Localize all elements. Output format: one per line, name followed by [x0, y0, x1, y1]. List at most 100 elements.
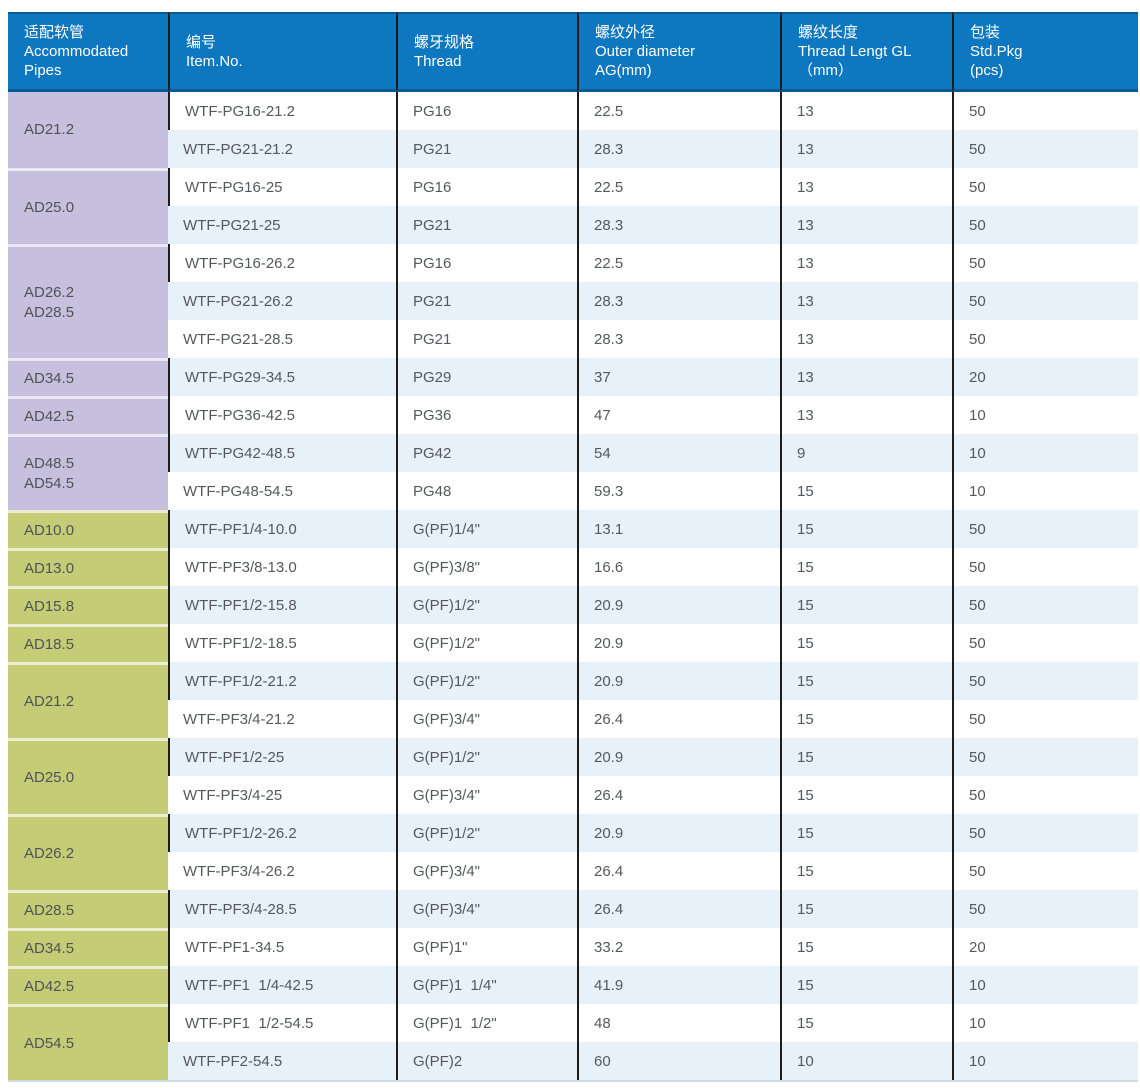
- std-pkg-cell: 10: [952, 472, 1138, 510]
- pipe-group-cell: AD26.2 AD28.5: [8, 244, 168, 358]
- outer-diameter-cell: 20.9: [577, 738, 780, 776]
- table-row: AD28.5 WTF-PF3/4-28.5 G(PF)3/4" 26.4 15 …: [8, 890, 1138, 928]
- pipe-group-cell: AD26.2: [8, 814, 168, 890]
- header-line: Pipes: [24, 62, 62, 79]
- header-line: (pcs): [970, 62, 1004, 79]
- item-no-cell: WTF-PG42-48.5: [168, 434, 396, 472]
- outer-diameter-cell: 20.9: [577, 624, 780, 662]
- thread-cell: G(PF)1 1/2": [396, 1004, 577, 1042]
- pipe-group-cell: AD10.0: [8, 510, 168, 548]
- item-no-cell: WTF-PF3/4-26.2: [183, 862, 295, 880]
- thread-length-cell: 15: [780, 586, 952, 624]
- std-pkg-cell: 20: [952, 358, 1138, 396]
- header-line: （mm）: [798, 62, 853, 79]
- thread-length-cell: 15: [780, 966, 952, 1004]
- std-pkg-cell: 50: [952, 700, 1138, 738]
- header-line: AG(mm): [595, 62, 652, 79]
- pipe-group-cell: AD42.5: [8, 396, 168, 434]
- header-line: Std.Pkg: [970, 43, 1023, 60]
- outer-diameter-cell: 48: [577, 1004, 780, 1042]
- col-header-std-pkg: 包装 Std.Pkg (pcs): [952, 12, 1138, 92]
- std-pkg-cell: 50: [952, 624, 1138, 662]
- pipe-size-label: AD18.5: [24, 635, 75, 653]
- thread-length-cell: 13: [780, 244, 952, 282]
- std-pkg-cell: 20: [952, 928, 1138, 966]
- std-pkg-cell: 50: [952, 92, 1138, 130]
- table-row: WTF-PG21-28.5 PG21 28.3 13 50: [8, 320, 1138, 358]
- table-row: WTF-PG48-54.5 PG48 59.3 15 10: [8, 472, 1138, 510]
- thread-cell: G(PF)3/4": [396, 890, 577, 928]
- std-pkg-cell: 10: [952, 434, 1138, 472]
- outer-diameter-cell: 16.6: [577, 548, 780, 586]
- item-no-cell: WTF-PG21-26.2: [168, 282, 396, 320]
- col-header-outer-diameter: 螺纹外径 Outer diameter AG(mm): [577, 12, 780, 92]
- table-row: WTF-PF3/4-21.2 G(PF)3/4" 26.4 15 50: [8, 700, 1138, 738]
- thread-length-cell: 15: [780, 700, 952, 738]
- pipe-size-label: AD10.0: [24, 521, 75, 539]
- pipe-size-label: AD34.5: [24, 939, 75, 957]
- table-header: 适配软管 Accommodated Pipes 编号 Item.No. 螺牙规格…: [8, 12, 1138, 92]
- pipe-size-label: AD28.5: [24, 901, 75, 919]
- table-row: AD54.5 WTF-PF1 1/2-54.5 G(PF)1 1/2" 48 1…: [8, 1004, 1138, 1080]
- thread-cell: G(PF)3/4": [396, 852, 577, 890]
- outer-diameter-cell: 22.5: [577, 168, 780, 206]
- pipe-size-label: AD26.2: [24, 844, 75, 862]
- header-line: 适配软管: [24, 24, 85, 41]
- thread-length-cell: 15: [780, 1004, 952, 1042]
- thread-cell: G(PF)1/2": [396, 738, 577, 776]
- outer-diameter-cell: 28.3: [577, 206, 780, 244]
- item-no-cell: WTF-PG16-25: [168, 168, 396, 206]
- pipe-size-label: AD54.5: [24, 1034, 75, 1052]
- thread-length-cell: 10: [780, 1042, 952, 1080]
- header-line: Thread: [414, 52, 462, 70]
- pipe-size-label: AD21.2: [24, 692, 75, 710]
- item-no-cell: WTF-PF2-54.5: [168, 1042, 396, 1080]
- std-pkg-cell: 50: [952, 814, 1138, 852]
- item-no-cell: WTF-PG21-28.5: [183, 330, 294, 348]
- thread-length-cell: 15: [780, 928, 952, 966]
- table-row: AD26.2 AD28.5 WTF-PG16-26.2 PG16 22.5 13…: [8, 244, 1138, 358]
- std-pkg-cell: 50: [952, 282, 1138, 320]
- table-row: AD10.0 WTF-PF1/4-10.0 G(PF)1/4" 13.1 15 …: [8, 510, 1138, 548]
- std-pkg-cell: 50: [952, 548, 1138, 586]
- item-no-cell: WTF-PF3/4-21.2: [183, 710, 295, 728]
- table-row: AD13.0 WTF-PF3/8-13.0 G(PF)3/8" 16.6 15 …: [8, 548, 1138, 586]
- thread-cell: PG16: [396, 92, 577, 130]
- table-row: AD18.5 WTF-PF1/2-18.5 G(PF)1/2" 20.9 15 …: [8, 624, 1138, 662]
- item-no-cell: WTF-PF1 1/2-54.5: [168, 1004, 396, 1042]
- thread-cell: PG48: [396, 472, 577, 510]
- item-no-cell: WTF-PF1-34.5: [168, 928, 396, 966]
- pipe-size-label: AD13.0: [24, 559, 75, 577]
- table-row: AD48.5 AD54.5 WTF-PG42-48.5 PG42 54 9 10: [8, 434, 1138, 510]
- thread-length-cell: 15: [780, 624, 952, 662]
- pipe-size-label: AD34.5: [24, 369, 75, 387]
- header-line: 螺纹外径: [595, 24, 656, 41]
- header-line: 螺纹长度: [798, 24, 859, 41]
- std-pkg-cell: 50: [952, 168, 1138, 206]
- table-row: WTF-PF3/4-25 G(PF)3/4" 26.4 15 50: [8, 776, 1138, 814]
- std-pkg-cell: 50: [952, 738, 1138, 776]
- table-row: AD42.5 WTF-PF1 1/4-42.5 G(PF)1 1/4" 41.9…: [8, 966, 1138, 1004]
- thread-length-cell: 9: [780, 434, 952, 472]
- std-pkg-cell: 50: [952, 662, 1138, 700]
- thread-cell: G(PF)1 1/4": [396, 966, 577, 1004]
- header-line: Item.No.: [186, 52, 243, 70]
- table-row: WTF-PG21-21.2 PG21 28.3 13 50: [8, 130, 1138, 168]
- outer-diameter-cell: 26.4: [577, 852, 780, 890]
- thread-cell: PG21: [396, 130, 577, 168]
- item-no-cell: WTF-PF3/8-13.0: [168, 548, 396, 586]
- thread-length-cell: 15: [780, 510, 952, 548]
- item-no-cell: WTF-PF1/4-10.0: [168, 510, 396, 548]
- pipe-size-label: AD15.8: [24, 597, 75, 615]
- std-pkg-cell: 50: [952, 776, 1138, 814]
- item-no-cell: WTF-PG29-34.5: [168, 358, 396, 396]
- table-row: AD25.0 WTF-PG16-25 PG16 22.5 13 50: [8, 168, 1138, 244]
- outer-diameter-cell: 26.4: [577, 700, 780, 738]
- item-no-cell: WTF-PG16-26.2: [168, 244, 396, 282]
- thread-cell: PG36: [396, 396, 577, 434]
- outer-diameter-cell: 20.9: [577, 814, 780, 852]
- table-row: WTF-PG21-26.2 PG21 28.3 13 50: [8, 282, 1138, 320]
- header-row: 适配软管 Accommodated Pipes 编号 Item.No. 螺牙规格…: [8, 12, 1138, 92]
- table-body: AD21.2 WTF-PG16-21.2 PG16 22.5 13 50 WTF…: [8, 92, 1138, 1080]
- thread-cell: G(PF)1/2": [396, 662, 577, 700]
